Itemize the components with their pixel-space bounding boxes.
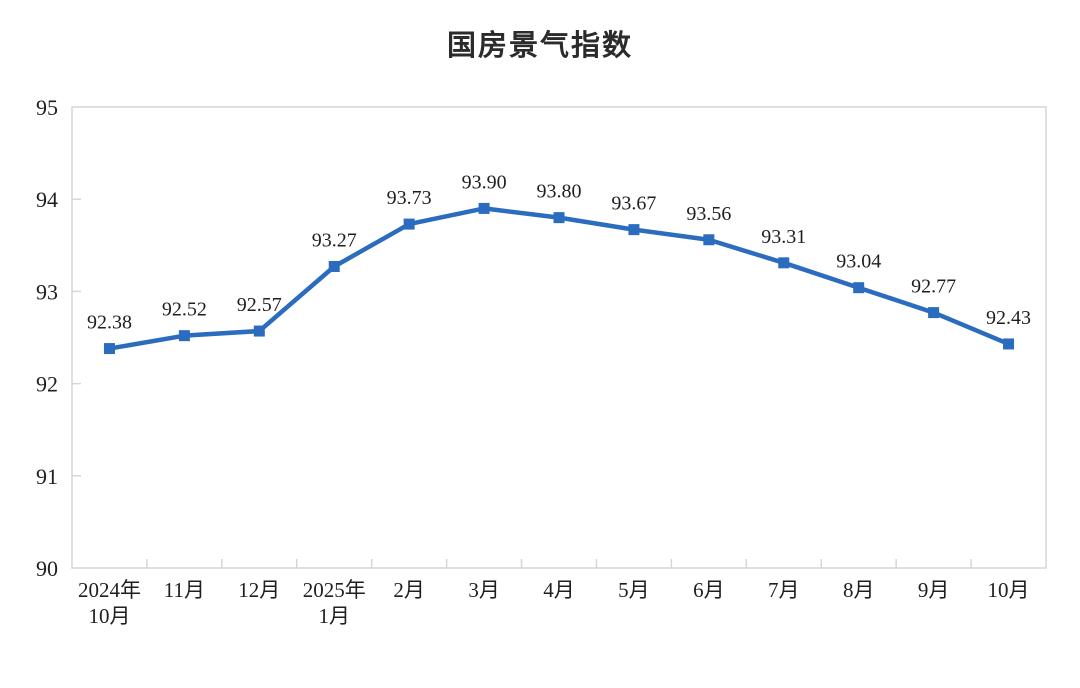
x-axis-label: 2025年 1月 [303,578,366,628]
y-axis-label: 91 [36,464,58,489]
data-point [628,224,640,236]
data-point [178,330,190,342]
data-label: 92.52 [162,299,207,321]
data-point [553,212,565,224]
data-point [403,218,415,230]
data-point [928,307,940,319]
data-label: 93.31 [761,226,806,248]
data-label: 93.27 [312,230,357,252]
data-label: 92.38 [87,312,132,334]
data-label: 92.43 [986,307,1031,329]
data-label: 93.90 [462,171,507,193]
x-axis-label: 5月 [618,578,650,602]
data-label: 93.73 [387,187,432,209]
chart-title: 国房景气指数 [446,30,633,62]
x-axis-label: 11月 [164,578,205,602]
x-axis-label: 4月 [543,578,575,602]
y-axis-label: 93 [36,279,58,304]
y-axis-label: 90 [36,556,58,581]
x-axis-label: 2月 [393,578,425,602]
data-point [703,234,715,246]
data-point [253,325,265,337]
data-point [1003,338,1015,350]
data-line [107,206,1011,351]
data-label: 93.04 [836,251,881,273]
data-label: 93.56 [686,203,731,225]
data-point [478,202,490,214]
data-point [103,343,115,355]
data-point [778,257,790,269]
data-label: 93.67 [611,193,656,215]
y-axis-label: 94 [36,187,58,212]
data-label: 92.57 [237,294,282,316]
data-label: 92.77 [911,276,956,298]
y-axis-label: 95 [36,95,58,120]
x-axis-label: 7月 [768,578,800,602]
x-axis-label: 10月 [988,578,1030,602]
x-axis-label: 8月 [843,578,875,602]
data-point [328,261,340,273]
x-axis-label: 2024年 10月 [78,578,141,628]
x-axis-label: 3月 [468,578,500,602]
x-axis-label: 6月 [693,578,725,602]
x-axis-label: 12月 [238,578,280,602]
data-point [853,282,865,294]
x-axis-label: 9月 [918,578,950,602]
plot-border [71,106,1047,569]
y-axis-label: 92 [36,372,58,397]
data-label: 93.80 [537,181,582,203]
